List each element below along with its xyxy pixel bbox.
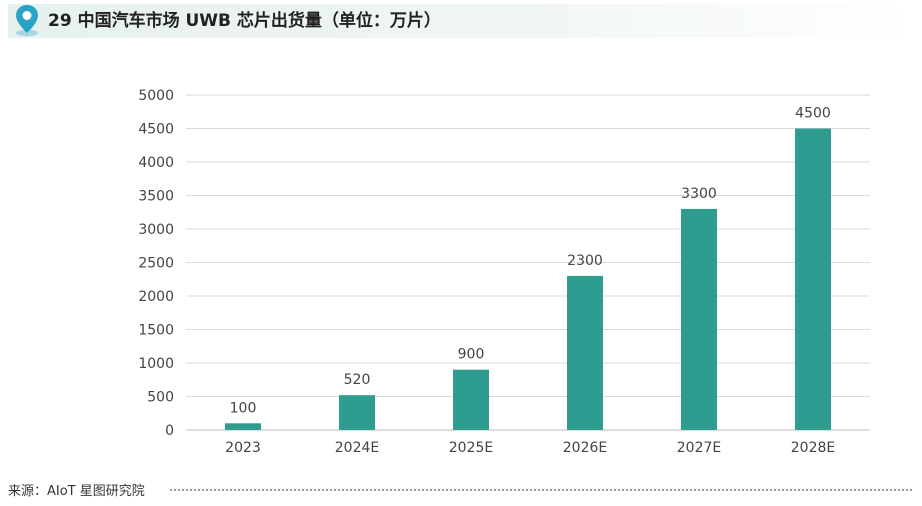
bar [339, 395, 375, 430]
data-label: 2300 [567, 253, 603, 269]
data-label: 3300 [681, 186, 717, 202]
y-tick-label: 4000 [138, 155, 174, 171]
y-tick-label: 500 [147, 390, 174, 406]
y-tick-label: 2000 [138, 289, 174, 305]
chart-grid [186, 94, 870, 431]
location-pin-icon [16, 5, 38, 37]
title-banner [8, 4, 914, 38]
data-labels: 100 520 900 2300 3300 4500 [230, 106, 831, 417]
x-tick-label: 2027E [677, 440, 721, 456]
page-title: 29 中国汽车市场 UWB 芯片出货量（单位：万片） [48, 11, 441, 31]
y-tick-label: 2500 [138, 256, 174, 272]
y-axis-ticks: 0 500 1000 1500 2000 2500 3000 3500 4000 4500 5000 [138, 88, 174, 439]
x-tick-label: 2023 [225, 440, 261, 456]
y-tick-label: 5000 [138, 88, 174, 104]
x-tick-label: 2025E [449, 440, 493, 456]
bar [225, 423, 261, 430]
x-axis-ticks: 2023 2024E 2025E 2026E 2027E 2028E [225, 440, 835, 456]
data-label: 520 [344, 372, 371, 388]
x-tick-label: 2026E [563, 440, 607, 456]
bar [567, 275, 603, 430]
source-note: 来源：AIoT 星图研究院 [8, 484, 145, 499]
data-label: 4500 [795, 106, 831, 122]
y-tick-label: 3000 [138, 222, 174, 238]
bar [795, 128, 831, 430]
footer-divider [170, 489, 912, 491]
data-label: 100 [230, 400, 257, 416]
y-tick-label: 4500 [138, 122, 174, 138]
bar [453, 369, 489, 430]
y-tick-label: 0 [165, 423, 174, 439]
chart-bars [225, 128, 831, 430]
y-tick-label: 3500 [138, 189, 174, 205]
x-tick-label: 2024E [335, 440, 379, 456]
y-tick-label: 1500 [138, 323, 174, 339]
x-tick-label: 2028E [791, 440, 835, 456]
data-label: 900 [458, 347, 485, 363]
bar [681, 208, 717, 430]
y-tick-label: 1000 [138, 356, 174, 372]
